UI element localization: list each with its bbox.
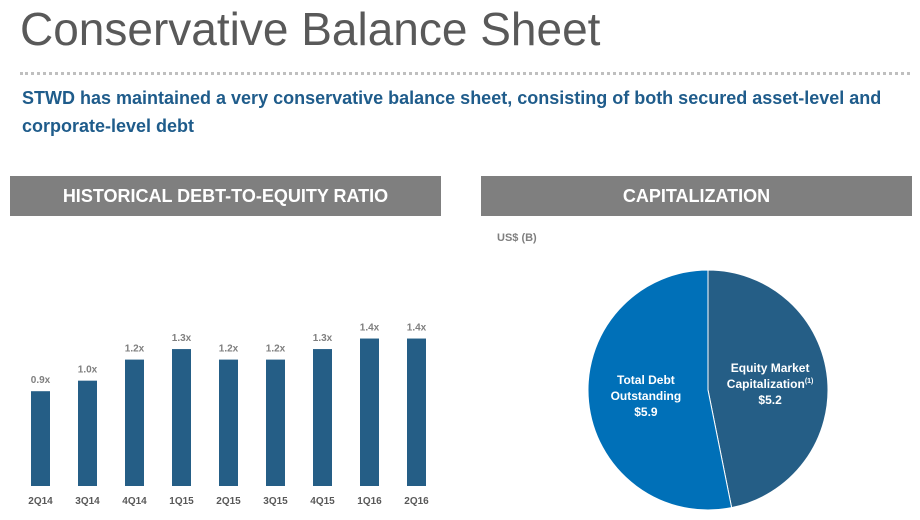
pie-value-label: $5.9 [634,405,658,419]
bar-4Q14 [125,359,144,486]
capitalization-header: CAPITALIZATION [481,176,912,216]
units-label: US$ (B) [497,232,537,244]
pie-value-label: $5.2 [758,393,782,407]
category-label: 4Q15 [310,496,335,507]
debt-equity-bar-chart: 0.9x 2Q14 1.0x 3Q14 1.2x 4Q14 1.3x 1Q15 1.2x 2Q15… [28,323,429,507]
page-subtitle: STWD has maintained a very conservative … [22,88,882,136]
bar-data-label: 1.3x [313,333,333,344]
bar-2Q16 [407,338,426,486]
bar-data-label: 1.4x [360,323,380,334]
pie-slice-label: Equity Market [731,361,810,375]
pie-slice-label: Outstanding [611,389,682,403]
bar-4Q15 [313,349,332,486]
dotted-divider [20,72,910,75]
bar-data-label: 1.2x [266,344,286,355]
pie-slice-label: Capitalization(1) [727,377,814,391]
category-label: 4Q14 [122,496,147,507]
bar-data-label: 1.3x [172,333,192,344]
bar-data-label: 1.4x [407,323,427,334]
footnote-marker: (1) [805,378,814,385]
bar-data-label: 0.9x [31,375,51,386]
pie-slice-equity [707,269,829,509]
bar-1Q15 [172,349,191,486]
bar-data-label: 1.2x [125,344,145,355]
category-label: 3Q15 [263,496,288,507]
pie-slice-debt [587,269,733,511]
category-label: 1Q16 [357,496,382,507]
category-label: 1Q15 [169,496,194,507]
debt-equity-header: HISTORICAL DEBT-TO-EQUITY RATIO [10,176,441,216]
category-label: 2Q15 [216,496,241,507]
bar-data-label: 1.2x [219,344,239,355]
category-label: 2Q16 [404,496,429,507]
page-title: Conservative Balance Sheet [20,3,601,55]
bar-3Q15 [266,359,285,486]
category-label: 2Q14 [28,496,53,507]
bar-1Q16 [360,338,379,486]
bar-2Q15 [219,359,238,486]
bar-3Q14 [78,380,97,486]
pie-slice-label: Total Debt [617,373,675,387]
bar-data-label: 1.0x [78,365,98,376]
capitalization-pie-chart: Equity Market Capitalization(1) $5.2 Total … [587,269,829,511]
bar-2Q14 [31,391,50,486]
category-label: 3Q14 [75,496,100,507]
